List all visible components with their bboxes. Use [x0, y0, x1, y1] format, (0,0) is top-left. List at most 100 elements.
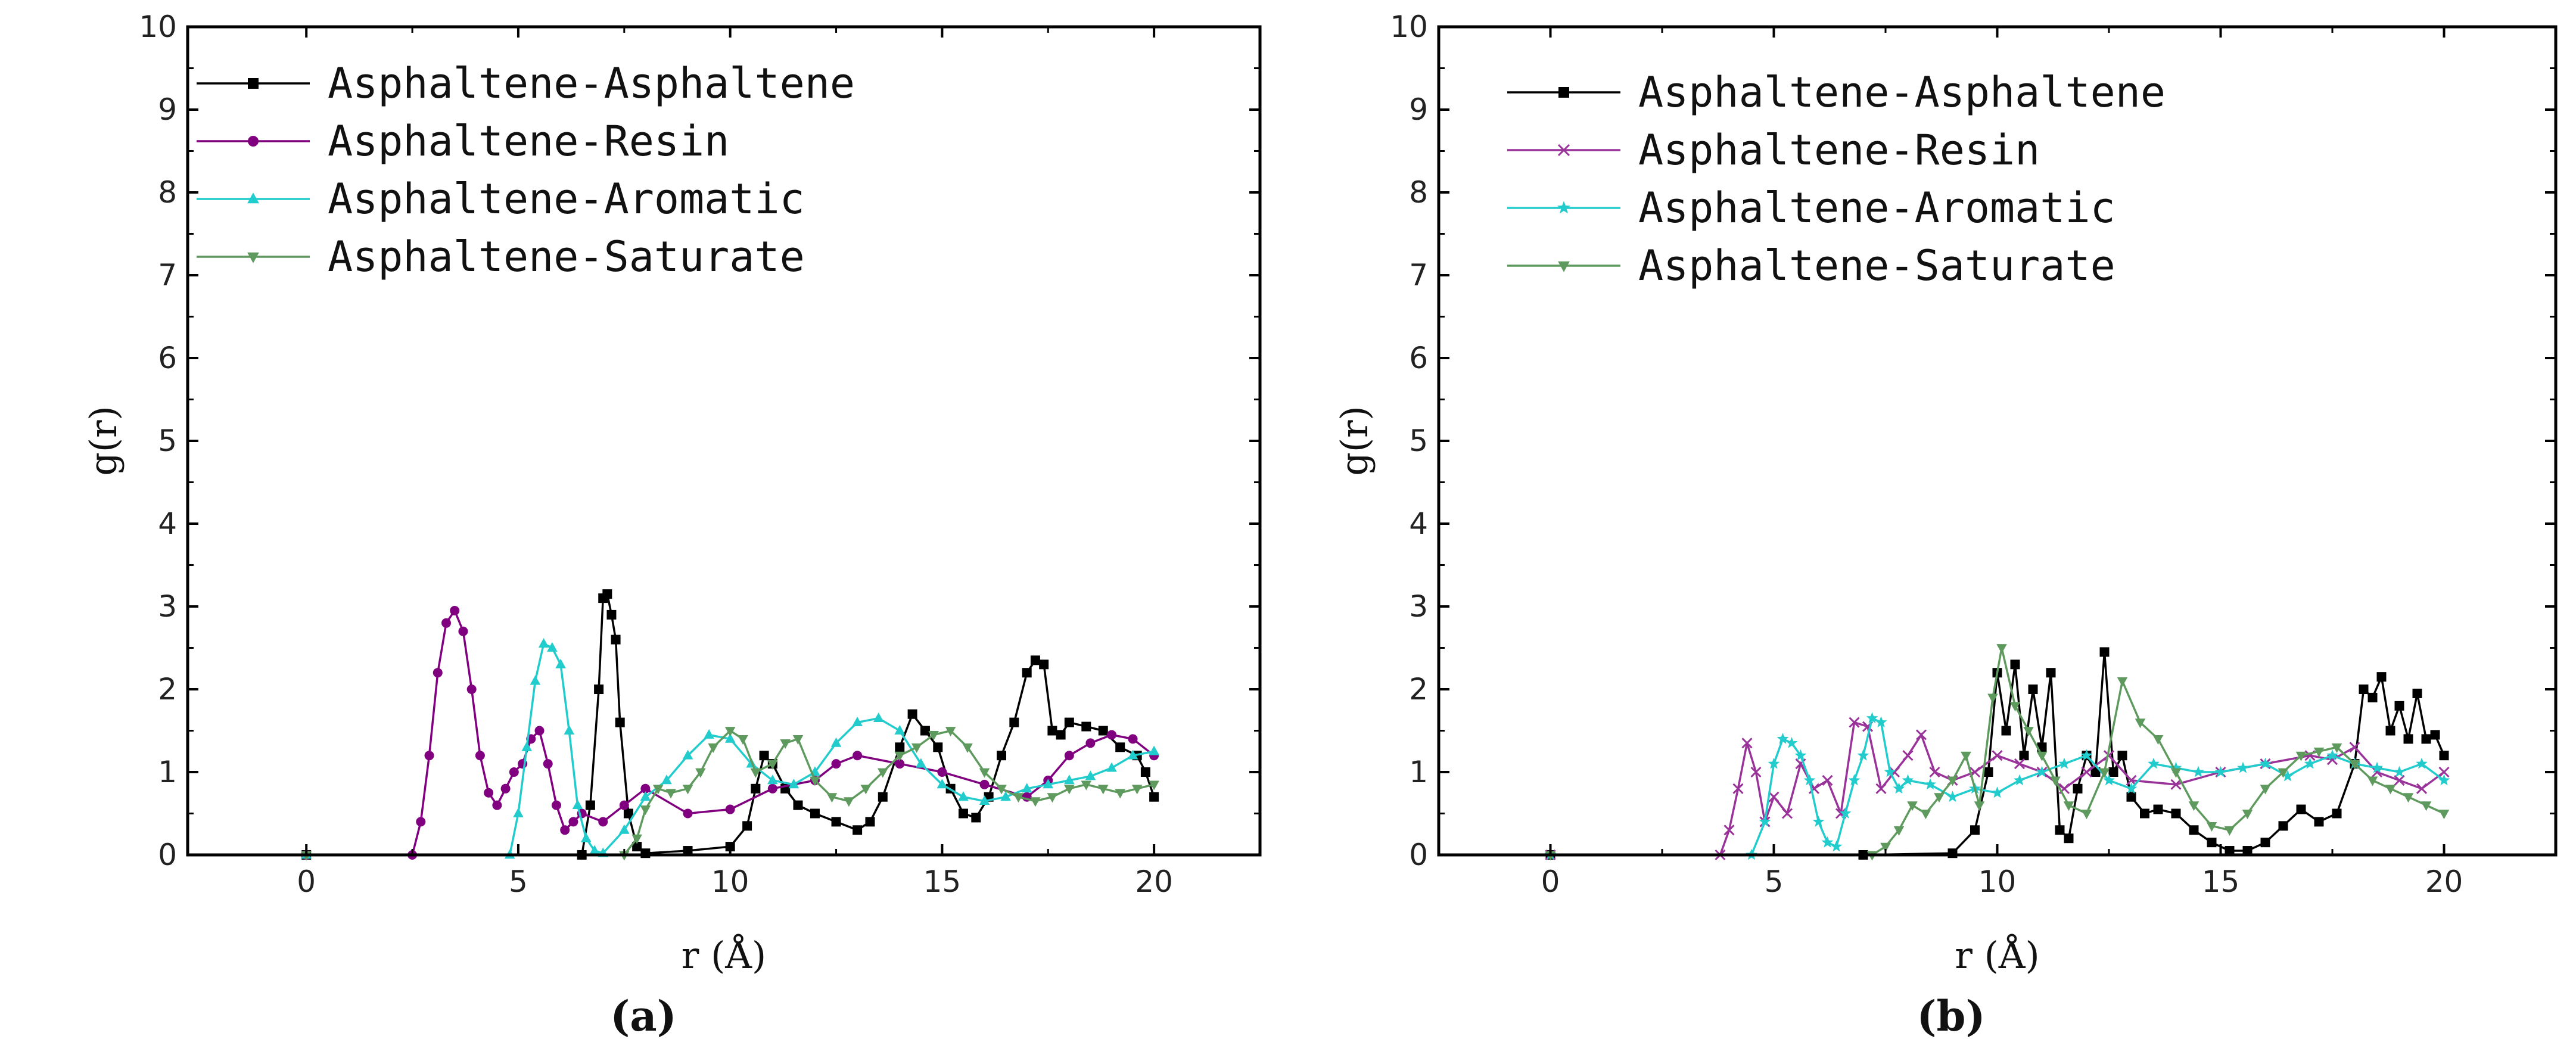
data-point	[958, 808, 968, 819]
y-tick-label: 0	[1409, 838, 1428, 872]
data-point	[1946, 791, 1959, 802]
data-point	[1992, 750, 2003, 761]
data-point	[2081, 766, 2092, 778]
data-point	[2237, 761, 2249, 773]
data-point	[1741, 738, 1753, 749]
data-point	[1991, 786, 2003, 798]
data-point	[1768, 757, 1780, 769]
data-point	[1115, 789, 1126, 799]
y-tick-label: 8	[1409, 175, 1428, 210]
data-point	[1106, 730, 1116, 740]
data-point	[844, 797, 854, 807]
data-point	[2050, 776, 2061, 786]
data-point	[1022, 668, 1032, 678]
x-tick-label: 20	[1135, 864, 1173, 899]
data-point	[920, 726, 930, 736]
data-point	[2242, 846, 2253, 856]
legend-marker	[1557, 201, 1571, 214]
data-point	[1064, 774, 1075, 785]
data-point	[1781, 808, 1793, 819]
data-point	[2063, 801, 2074, 811]
data-point	[2090, 767, 2101, 777]
data-point	[2349, 742, 2360, 753]
data-point	[475, 751, 485, 761]
data-point	[560, 825, 570, 835]
panel-label: (b)	[1917, 991, 1985, 1041]
data-point	[2403, 793, 2414, 803]
data-point	[1875, 716, 1887, 727]
data-point	[1934, 793, 1945, 803]
data-point	[894, 724, 906, 735]
legend: Asphaltene-Asphaltene Asphaltene-Resin Asp…	[197, 59, 855, 281]
data-point	[2148, 757, 2160, 769]
data-point	[1996, 644, 2007, 654]
data-point	[1929, 766, 1940, 778]
y-tick-label: 7	[158, 258, 177, 293]
x-tick-label: 10	[711, 864, 749, 899]
legend-marker	[1557, 144, 1570, 157]
data-point	[916, 758, 926, 768]
data-point	[895, 742, 905, 752]
data-point	[2242, 810, 2253, 820]
data-point	[750, 768, 761, 778]
data-point	[2023, 727, 2034, 737]
data-point	[962, 743, 973, 753]
data-point	[555, 658, 566, 668]
data-point	[2393, 766, 2406, 777]
data-point	[1149, 745, 1159, 755]
data-point	[568, 817, 578, 827]
legend: Asphaltene-Asphaltene Asphaltene-Resin Asp…	[1507, 68, 2166, 290]
data-point	[623, 808, 633, 819]
data-point	[682, 749, 693, 760]
data-point	[1902, 750, 1914, 761]
data-point	[611, 634, 621, 645]
data-point	[2259, 757, 2272, 769]
data-point	[521, 741, 532, 751]
y-tick-label: 7	[1409, 258, 1428, 293]
data-point	[1839, 807, 1852, 819]
data-point	[1880, 842, 1891, 853]
data-point	[2326, 749, 2338, 761]
y-tick-label: 8	[158, 175, 177, 210]
data-point	[1081, 721, 1091, 732]
data-point	[928, 731, 939, 741]
data-point	[2073, 783, 2083, 794]
data-point	[2135, 718, 2146, 729]
data-point	[2080, 749, 2093, 761]
data-point	[2117, 677, 2128, 687]
data-point	[788, 779, 799, 789]
y-tick-label: 1	[158, 755, 177, 789]
legend-marker	[247, 252, 259, 263]
data-point	[572, 799, 583, 809]
y-tick-label: 5	[158, 424, 177, 458]
data-point	[2394, 774, 2405, 786]
x-tick-label: 10	[1978, 864, 2017, 899]
data-point	[767, 783, 777, 794]
data-point	[767, 760, 778, 770]
data-point	[2385, 726, 2395, 736]
data-point	[564, 724, 575, 735]
data-point	[492, 800, 502, 810]
data-point	[547, 642, 558, 652]
data-point	[979, 779, 990, 789]
data-point	[767, 774, 778, 785]
data-point	[484, 788, 494, 798]
data-point	[2152, 735, 2164, 745]
data-point	[1115, 742, 1125, 752]
data-point	[1030, 797, 1041, 807]
data-point	[997, 751, 1007, 761]
legend-label: Asphaltene-Saturate	[1638, 241, 2115, 290]
data-point	[2314, 817, 2324, 827]
data-point	[1857, 749, 1869, 761]
data-point	[1902, 774, 1914, 786]
data-point	[860, 785, 872, 795]
y-axis-title: g(r)	[82, 406, 125, 476]
data-point	[1732, 783, 1744, 794]
data-point	[2296, 804, 2306, 814]
series-asphaltene-asphaltene	[1545, 647, 2449, 860]
data-point	[725, 804, 735, 814]
data-point	[2126, 792, 2136, 802]
data-point	[2046, 668, 2056, 678]
data-point	[826, 793, 838, 803]
data-point	[1987, 693, 1998, 704]
